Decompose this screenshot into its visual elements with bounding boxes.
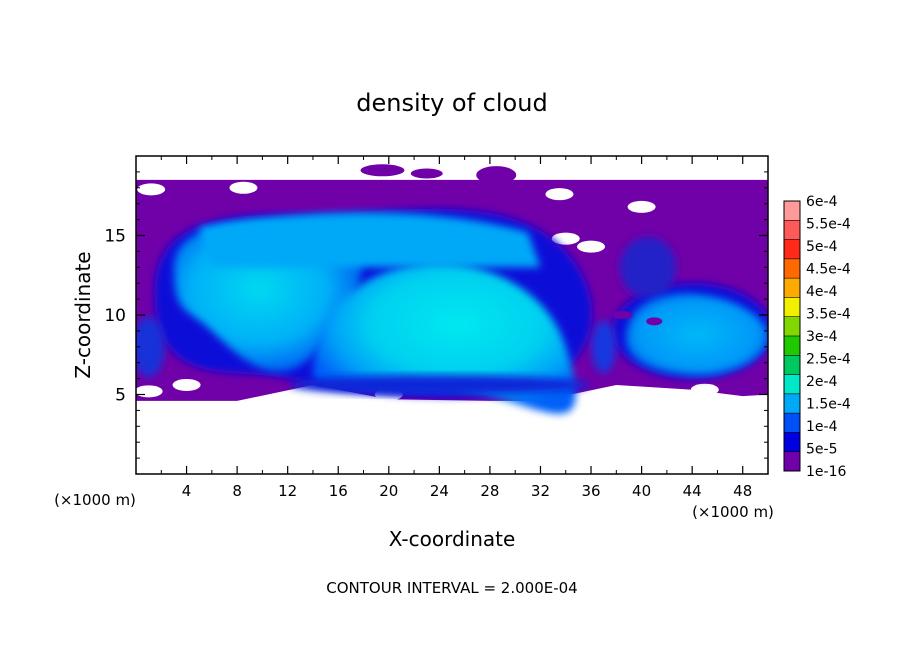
contour-field [136,164,768,414]
x-unit-label-right: (×1000 m) [692,503,774,521]
x-tick-label: 20 [379,482,398,500]
colorbar-swatch [784,432,800,453]
region-top-blob [410,168,443,179]
x-axis-label: X-coordinate [389,527,516,551]
colorbar-swatch [784,413,800,433]
y-tick-label: 5 [115,386,126,406]
region-level-1.5e-4-right [625,293,768,376]
colorbar-label: 2e-4 [806,374,838,390]
region-clear-air [136,385,163,398]
region-streak [646,317,663,326]
colorbar-swatch [784,258,800,279]
region-streak [612,311,633,319]
region-top-blob [476,166,517,185]
colorbar-swatch [784,239,800,260]
x-tick-label: 28 [480,482,499,500]
colorbar-label: 3.5e-4 [806,307,851,323]
colorbar-label: 4.5e-4 [806,262,851,278]
colorbar-swatch [784,201,800,221]
region-level-5e-5-left [136,316,165,377]
region-level-1e-4-top [199,212,541,268]
x-tick-label: 32 [531,482,550,500]
colorbar-label: 3e-4 [806,329,838,345]
colorbar-label: 6e-4 [806,194,838,210]
contour-interval-footer: CONTOUR INTERVAL = 2.000E-04 [326,579,577,597]
y-axis-label: Z-coordinate [71,251,95,378]
colorbar-label: 1e-4 [806,419,838,435]
region-streak [595,272,608,279]
colorbar-swatch [784,451,800,472]
colorbar-label: 1.5e-4 [806,397,851,413]
colorbar: 6e-4 5.5e-4 5e-4 4.5e-4 4e-4 3.5e-4 3e-4 2.5e-4… [783,194,851,480]
y-tick-label: 10 [104,306,126,326]
region-dome-base [289,374,590,395]
colorbar-label: 2.5e-4 [806,352,851,368]
colorbar-swatch [784,278,800,298]
region-clear-air [545,188,574,201]
colorbar-label: 4e-4 [806,284,838,300]
colorbar-swatch [784,374,800,395]
colorbar-swatch [784,316,800,337]
x-tick-label: 48 [733,482,752,500]
region-clear-air [551,232,580,245]
chart-title: density of cloud [356,89,547,117]
x-tick-label: 44 [683,482,702,500]
x-tick-label: 8 [232,482,242,500]
colorbar-swatch [784,393,800,414]
region-clear-air [137,183,166,196]
colorbar-swatch [784,336,800,356]
colorbar-swatch [784,355,800,376]
region-clear-air [690,383,719,396]
colorbar-label: 5e-4 [806,239,838,255]
x-tick-label: 16 [329,482,348,500]
y-axis: 5 10 15 [104,171,768,459]
x-tick-label: 12 [278,482,297,500]
x-tick-label: 40 [632,482,651,500]
colorbar-label: 5.5e-4 [806,217,851,233]
colorbar-swatch [784,220,800,241]
region-clear-air [577,240,606,253]
colorbar-label: 1e-16 [806,464,846,480]
x-axis: 4 8 12 16 20 24 28 32 36 40 44 48 [160,156,752,500]
x-tick-label: 24 [430,482,449,500]
region-top-blob [360,164,405,177]
region-level-5e-5-gap [591,320,616,373]
x-unit-label-left: (×1000 m) [54,491,136,509]
y-tick-label: 15 [104,227,126,247]
region-clear-air [627,200,656,213]
region-clear-air [229,181,258,194]
colorbar-label: 5e-5 [806,442,837,458]
colorbar-swatch [784,297,800,318]
x-tick-label: 36 [581,482,600,500]
x-tick-label: 4 [182,482,192,500]
region-level-5e-5-right-upper [619,237,676,298]
region-clear-air [172,378,201,391]
